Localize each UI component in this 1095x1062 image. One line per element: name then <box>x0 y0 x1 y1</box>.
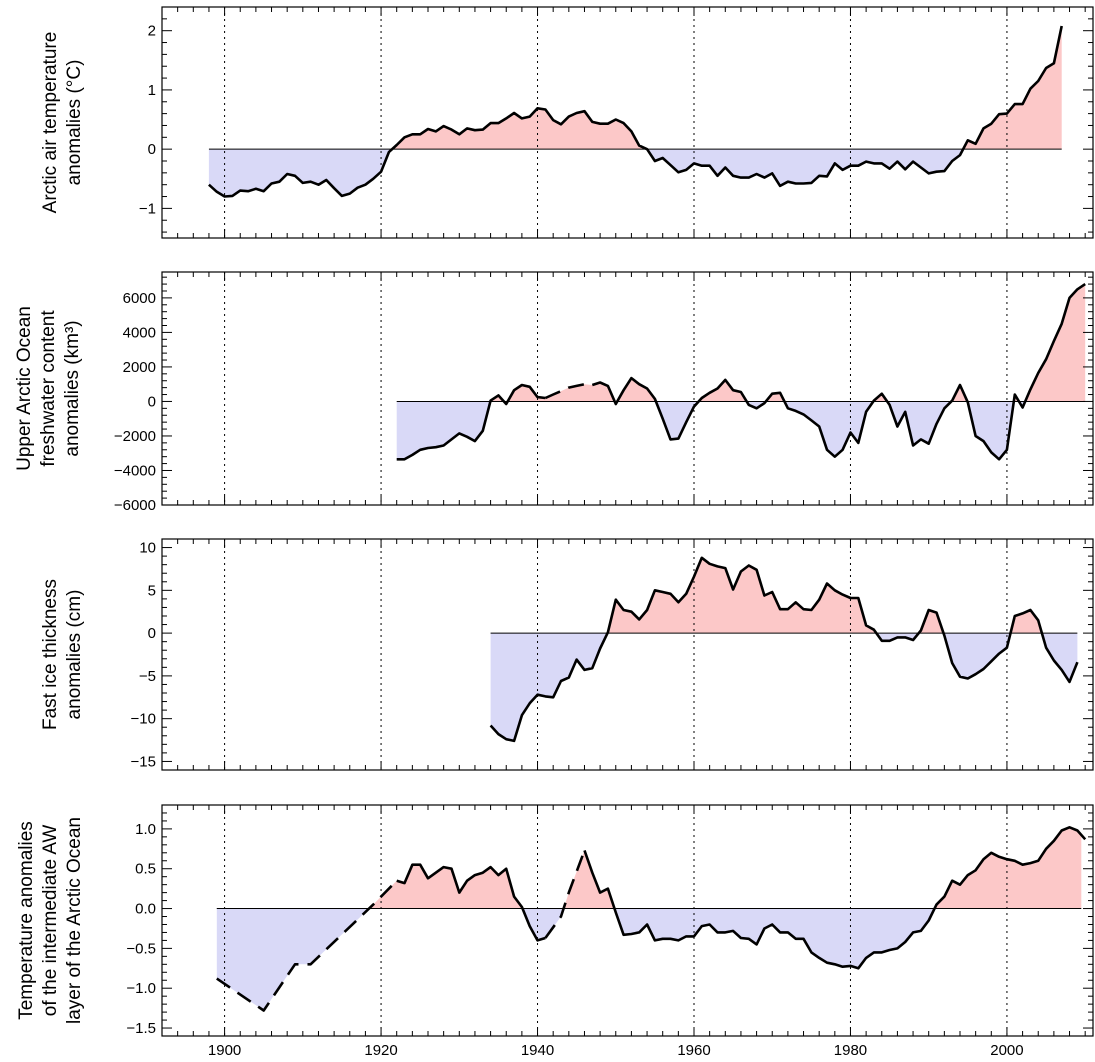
fast-ice-ytick-label: 0 <box>148 625 156 642</box>
air-temp-series-line-0 <box>208 25 1063 198</box>
freshwater-ytick-label: 4000 <box>123 324 156 341</box>
freshwater-ytick-label: −6000 <box>114 497 156 514</box>
fast-ice-ytick-label: −10 <box>131 711 156 728</box>
aw-temp-negative-area-4 <box>614 908 935 969</box>
freshwater-y-axis-label-line: Upper Arctic Ocean <box>14 306 35 471</box>
panel-freshwater-content: −6000 −4000 −2000 0 2000 4000 6000 Upper Arctic… <box>14 271 1094 514</box>
aw-temp-y-axis-label-line: layer of the Arctic Ocean <box>64 817 85 1024</box>
aw-temp-positive-area-5 <box>934 827 1082 909</box>
aw-temp-y-axis-label: Temperature anomalies of the intermediate… <box>16 817 85 1024</box>
fast-ice-positive-area-5 <box>1010 610 1042 634</box>
aw-temp-negative-area-0 <box>216 908 370 1011</box>
xtick-label-1940: 1940 <box>521 1042 554 1059</box>
freshwater-series-line-0 <box>396 383 546 461</box>
freshwater-negative-area-12 <box>887 401 952 446</box>
fast-ice-plot-frame <box>161 538 1094 771</box>
aw-temp-negative-area-2 <box>522 908 564 941</box>
panel-aw-layer-temperature: −1.5 −1.0 −0.5 0.0 0.5 1.0 Temperature anomali… <box>16 804 1094 1037</box>
fast-ice-y-axis-label-line: Fast ice thickness <box>40 579 61 730</box>
aw-temp-plot-frame <box>161 804 1094 1037</box>
fast-ice-positive-area-1 <box>607 557 877 634</box>
freshwater-series-line-2 <box>591 283 1086 461</box>
freshwater-ytick-label: 2000 <box>123 359 156 376</box>
aw-temp-ytick-label: 1.0 <box>135 821 156 838</box>
fast-ice-ytick-label: −5 <box>139 668 156 685</box>
aw-temp-series-line-2 <box>544 849 586 939</box>
fast-ice-negative-area-6 <box>1041 633 1078 682</box>
xtick-label-2000: 2000 <box>990 1042 1023 1059</box>
x-axis-labels: 1900 1920 1940 1960 1980 2000 <box>208 1042 1024 1059</box>
fast-ice-negative-area-0 <box>490 633 608 741</box>
freshwater-positive-area-5 <box>617 378 656 402</box>
fast-ice-series-line-0 <box>489 556 1079 743</box>
freshwater-negative-area-10 <box>784 401 874 457</box>
air-temp-plot-frame <box>161 6 1094 239</box>
aw-temp-ytick-label: 0.0 <box>135 901 156 918</box>
freshwater-negative-area-14 <box>967 401 1014 460</box>
freshwater-y-axis-label: Upper Arctic Ocean freshwater content anom… <box>14 306 83 471</box>
aw-temp-ytick-label: −0.5 <box>126 940 156 957</box>
air-temp-positive-area-3 <box>963 26 1062 150</box>
xtick-label-1960: 1960 <box>677 1042 710 1059</box>
freshwater-ytick-label: −2000 <box>114 428 156 445</box>
aw-temp-series-line-1 <box>396 863 546 942</box>
freshwater-positive-area-7 <box>698 379 747 402</box>
freshwater-negative-area-0 <box>396 401 491 460</box>
air-temp-ytick-label: 0 <box>148 141 156 158</box>
fast-ice-ytick-label: 5 <box>148 582 156 599</box>
air-temp-negative-area-2 <box>647 149 964 186</box>
aw-temp-positive-area-3 <box>563 850 615 909</box>
air-temp-y-axis-label-line: anomalies (°C) <box>64 60 85 186</box>
panel-air-temperature: −1 0 1 2 Arctic air temperature anomalies (°C… <box>40 6 1094 239</box>
freshwater-series-line-1 <box>544 382 593 400</box>
freshwater-y-axis-label-line: anomalies (km³) <box>62 320 83 456</box>
fast-ice-y-axis-label: Fast ice thickness anomalies (cm) <box>40 579 85 730</box>
fast-ice-ytick-label: 10 <box>139 540 156 557</box>
aw-temp-series-line-3 <box>583 825 1087 970</box>
fast-ice-y-axis-label-line: anomalies (cm) <box>64 590 85 720</box>
freshwater-positive-area-3 <box>507 382 615 402</box>
xtick-label-1920: 1920 <box>364 1042 397 1059</box>
freshwater-ytick-label: 6000 <box>123 290 156 307</box>
air-temp-y-axis-label: Arctic air temperature anomalies (°C) <box>40 32 85 214</box>
aw-temp-ytick-label: −1.5 <box>126 1020 156 1037</box>
air-temp-y-axis-label-line: Arctic air temperature <box>40 32 61 214</box>
fast-ice-negative-area-4 <box>943 633 1011 679</box>
xtick-label-1980: 1980 <box>834 1042 867 1059</box>
aw-temp-ytick-label: 0.5 <box>135 861 156 878</box>
air-temp-positive-area-1 <box>392 108 648 150</box>
freshwater-plot-frame <box>161 271 1094 506</box>
air-temp-ytick-label: −1 <box>139 200 156 217</box>
air-temp-ytick-label: 2 <box>148 23 156 40</box>
fast-ice-ytick-label: −15 <box>131 753 156 770</box>
freshwater-positive-area-13 <box>951 385 968 402</box>
aw-temp-y-axis-label-line: of the intermediate AW <box>40 825 61 1017</box>
aw-temp-ytick-label: −1.0 <box>126 980 156 997</box>
air-temp-negative-area-0 <box>208 149 393 197</box>
freshwater-ytick-label: −4000 <box>114 462 156 479</box>
panel-fast-ice-thickness: −15 −10 −5 0 5 10 Fast ice thickness anomalies … <box>40 538 1094 771</box>
xtick-label-1900: 1900 <box>208 1042 241 1059</box>
aw-temp-positive-area-1 <box>369 864 523 909</box>
air-temp-ytick-label: 1 <box>148 82 156 99</box>
freshwater-ytick-label: 0 <box>148 393 156 410</box>
freshwater-y-axis-label-line: freshwater content <box>38 310 59 467</box>
freshwater-negative-area-6 <box>655 401 699 440</box>
aw-temp-y-axis-label-line: Temperature anomalies <box>16 821 37 1020</box>
freshwater-negative-area-8 <box>746 401 766 409</box>
